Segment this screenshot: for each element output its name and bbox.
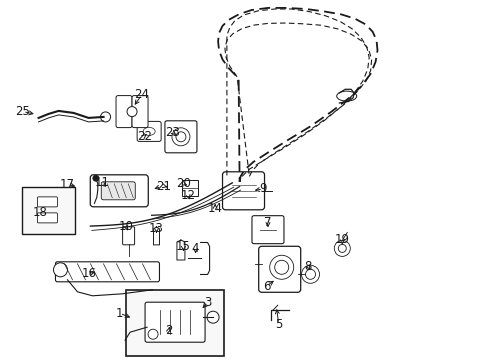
Text: 5: 5 — [274, 318, 282, 330]
Text: 7: 7 — [264, 216, 271, 229]
Text: 21: 21 — [156, 180, 171, 193]
Circle shape — [93, 175, 99, 181]
Text: 20: 20 — [176, 177, 190, 190]
Circle shape — [334, 240, 349, 256]
Bar — [22, 187, 75, 234]
Text: 1: 1 — [116, 307, 123, 320]
Circle shape — [53, 263, 67, 277]
Text: 14: 14 — [207, 202, 222, 215]
FancyBboxPatch shape — [38, 213, 57, 223]
Text: 10: 10 — [119, 220, 133, 233]
FancyBboxPatch shape — [132, 96, 148, 127]
FancyBboxPatch shape — [90, 175, 148, 207]
Circle shape — [206, 311, 219, 323]
Text: 16: 16 — [81, 267, 96, 280]
Circle shape — [301, 265, 319, 283]
FancyBboxPatch shape — [222, 172, 264, 210]
Circle shape — [148, 329, 158, 339]
Text: 3: 3 — [203, 296, 211, 309]
Circle shape — [338, 244, 346, 252]
Circle shape — [305, 269, 315, 279]
Text: 25: 25 — [16, 105, 30, 118]
Text: 18: 18 — [33, 206, 47, 219]
Text: 12: 12 — [181, 189, 195, 202]
FancyBboxPatch shape — [101, 182, 135, 200]
Text: 17: 17 — [60, 178, 75, 191]
FancyBboxPatch shape — [137, 121, 161, 141]
FancyBboxPatch shape — [258, 246, 300, 292]
FancyBboxPatch shape — [251, 216, 284, 244]
Text: 2: 2 — [164, 324, 172, 337]
FancyBboxPatch shape — [145, 302, 204, 342]
Text: 8: 8 — [304, 260, 311, 273]
FancyBboxPatch shape — [38, 197, 57, 207]
Bar — [182, 180, 197, 196]
Ellipse shape — [336, 91, 356, 101]
Text: 6: 6 — [262, 280, 270, 293]
Text: 23: 23 — [165, 126, 180, 139]
Text: 15: 15 — [176, 240, 190, 253]
Text: 11: 11 — [94, 176, 109, 189]
FancyBboxPatch shape — [55, 262, 159, 282]
Text: 13: 13 — [149, 222, 163, 235]
Circle shape — [127, 107, 137, 117]
Text: 9: 9 — [259, 183, 266, 195]
FancyBboxPatch shape — [116, 96, 132, 127]
Bar — [126, 290, 224, 356]
FancyBboxPatch shape — [122, 227, 134, 245]
Text: 24: 24 — [134, 88, 149, 101]
Text: 22: 22 — [137, 130, 151, 143]
Text: 4: 4 — [191, 242, 199, 255]
FancyBboxPatch shape — [164, 121, 197, 153]
Circle shape — [101, 112, 110, 122]
Text: 19: 19 — [334, 233, 349, 246]
